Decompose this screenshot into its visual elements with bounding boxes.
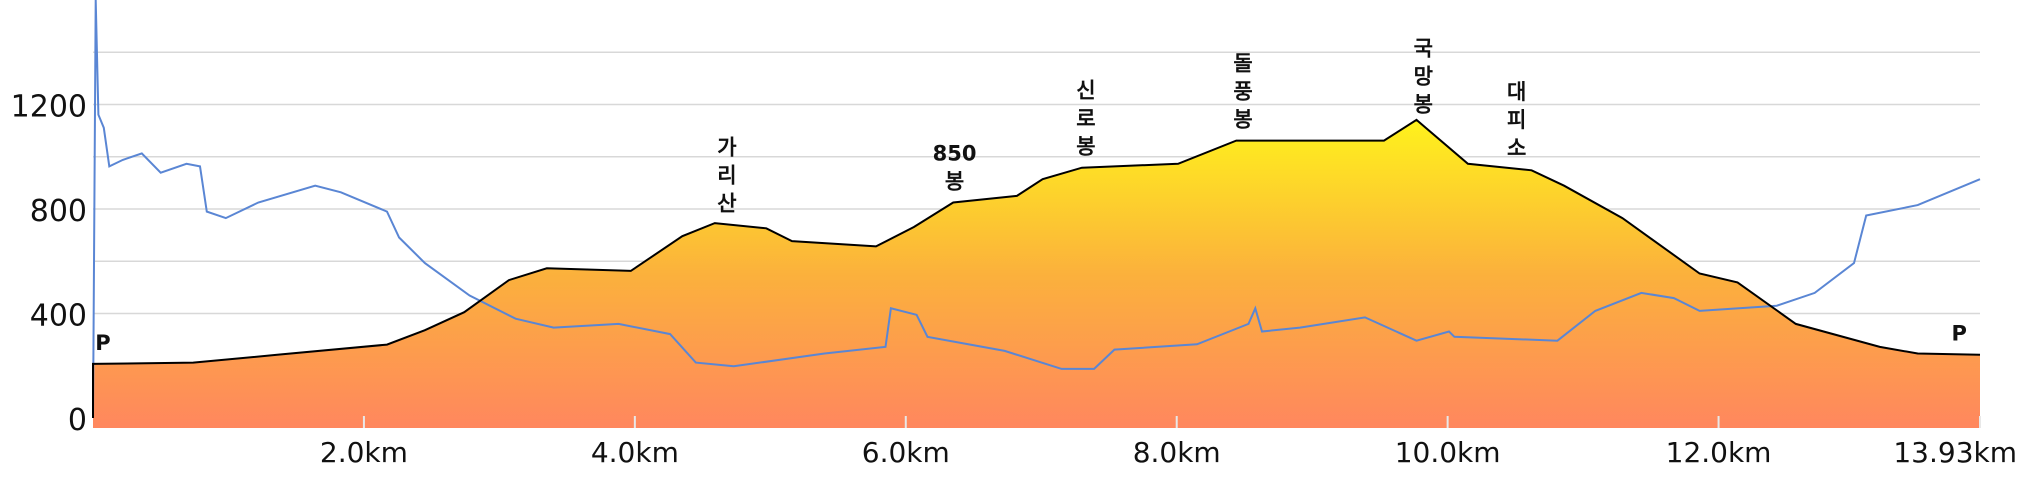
peak-label-line: 피 <box>1507 108 1526 132</box>
peak-label-line: 리 <box>717 163 736 187</box>
peak-label: 돌풍봉 <box>1233 52 1252 132</box>
peak-label: P <box>1951 322 1966 346</box>
x-tick-label: 4.0km <box>591 436 679 469</box>
peak-label-line: 대 <box>1507 80 1526 104</box>
x-tick-label: 13.93km <box>1893 436 2017 469</box>
peak-label-line: 봉 <box>1233 108 1252 132</box>
peak-label-line: 돌 <box>1233 52 1252 76</box>
peak-label-line: 산 <box>717 191 736 215</box>
y-tick-label: 0 <box>68 403 87 438</box>
peak-label: 신로봉 <box>1076 79 1095 159</box>
peak-label: 가리산 <box>717 135 737 215</box>
x-tick-label: 2.0km <box>320 436 408 469</box>
peak-label-line: 풍 <box>1233 80 1252 104</box>
peak-label-line: 850 <box>933 141 977 165</box>
y-tick-label: 400 <box>30 299 87 334</box>
peak-label: 850 봉 <box>933 141 977 193</box>
y-tick-label: 1200 <box>11 90 87 125</box>
peak-label-line: 신 <box>1076 79 1095 103</box>
x-tick-label: 10.0km <box>1395 436 1501 469</box>
elevation-area <box>93 119 1980 429</box>
peak-label-line: 국 <box>1414 37 1433 61</box>
peak-label: 국망봉 <box>1414 37 1433 117</box>
peak-label-line: 망 <box>1414 65 1433 89</box>
trace-line <box>92 0 1981 419</box>
peak-label-line: P <box>1951 322 1966 346</box>
peak-label-line: 봉 <box>1414 93 1433 117</box>
x-tick-label: 12.0km <box>1666 436 1772 469</box>
peak-label-line: 가 <box>717 135 737 159</box>
x-tick-label: 8.0km <box>1133 436 1221 469</box>
peak-label-line: 봉 <box>1076 135 1095 159</box>
elevation-outline <box>92 118 1981 418</box>
peak-label: 대피소 <box>1507 80 1526 160</box>
peak-label-line: P <box>95 331 110 355</box>
x-tick-label: 6.0km <box>862 436 950 469</box>
y-tick-label: 800 <box>30 194 87 229</box>
peak-label-line: 소 <box>1507 136 1526 160</box>
peak-label-line: 로 <box>1076 107 1095 131</box>
peak-label: P <box>95 331 110 355</box>
peak-label-line: 봉 <box>945 169 964 193</box>
